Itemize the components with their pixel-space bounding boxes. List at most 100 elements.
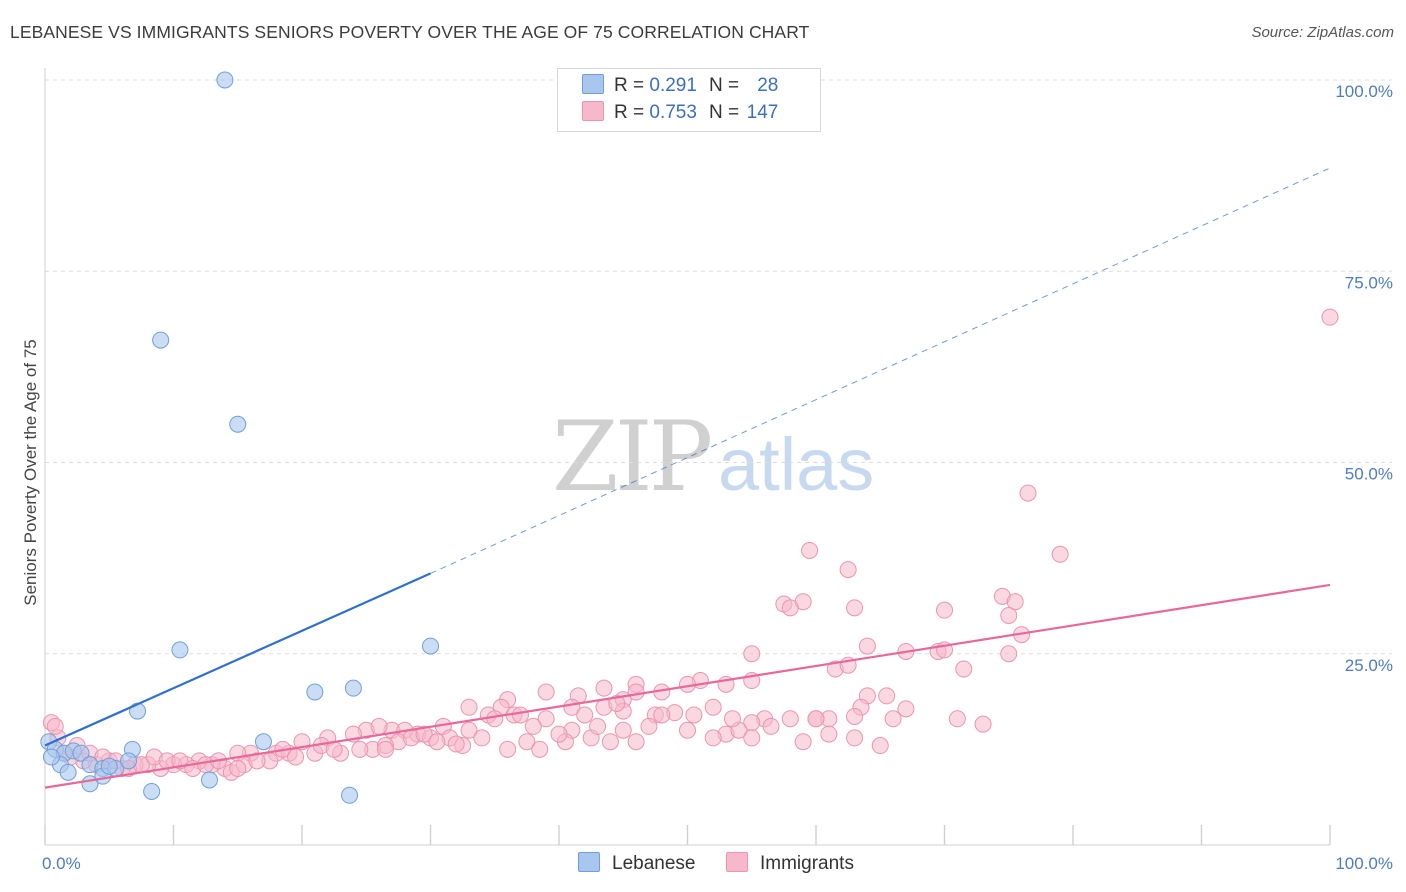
stats-legend: R = 0.291 N = 28 R = 0.753 N = 147 — [557, 68, 821, 132]
immigrants-point — [537, 710, 555, 728]
immigrants-point — [640, 717, 658, 735]
lebanese-swatch — [578, 852, 600, 872]
lebanese-point — [200, 771, 218, 789]
legend-n-value: 28 — [757, 75, 779, 96]
lebanese-point — [422, 637, 439, 655]
immigrants-point — [743, 645, 761, 663]
immigrants-point — [974, 715, 992, 733]
lebanese-point — [341, 786, 359, 804]
y-tick-label: 100.0% — [1335, 82, 1393, 101]
immigrants-point — [936, 601, 953, 619]
immigrants-points — [42, 308, 1339, 781]
legend-item-lebanese[interactable]: Lebanese — [578, 852, 695, 875]
immigrants-point — [679, 721, 696, 739]
immigrants-point — [460, 721, 478, 739]
immigrants-point — [229, 760, 247, 777]
legend-n-value: 147 — [746, 102, 779, 123]
legend-n-label: N = — [708, 75, 740, 96]
lebanese-points — [40, 71, 439, 804]
legend-n-label: N = — [708, 102, 740, 123]
lebanese-point — [100, 757, 118, 775]
x-tick-label: 0.0% — [42, 854, 81, 873]
watermark: ZIP atlas — [552, 401, 874, 513]
immigrants-point — [248, 752, 266, 770]
immigrants-point — [801, 541, 819, 559]
chart-title: LEBANESE VS IMMIGRANTS SENIORS POVERTY O… — [10, 22, 810, 42]
lebanese-trend-line — [44, 572, 431, 747]
y-axis-label: Seniors Poverty Over the Age of 75 — [21, 339, 40, 605]
immigrants-point — [871, 737, 889, 755]
immigrants-point — [447, 735, 465, 753]
immigrants-point — [511, 706, 529, 724]
watermark-zip: ZIP — [552, 401, 711, 513]
immigrants-point — [627, 733, 645, 751]
series-legend: Lebanese Immigrants — [0, 852, 1406, 878]
axes — [44, 68, 1331, 846]
immigrants-point — [377, 740, 395, 758]
immigrants-point — [531, 740, 549, 758]
immigrants-point — [46, 717, 64, 735]
immigrants-point — [884, 710, 902, 728]
legend-r-label: R = — [614, 102, 645, 123]
legend-r-value: 0.291 — [649, 75, 697, 96]
lebanese-point — [152, 331, 170, 349]
immigrants-point — [486, 710, 504, 728]
lebanese-point — [216, 71, 234, 89]
immigrants-point — [351, 740, 369, 758]
lebanese-point — [171, 641, 189, 659]
y-tick-label: 75.0% — [1345, 273, 1393, 292]
lebanese-point — [306, 683, 324, 701]
tick-labels: 25.0% 50.0% 75.0% 100.0% 0.0% 100.0% — [42, 82, 1393, 873]
immigrants-point — [550, 725, 568, 743]
y-tick-label: 50.0% — [1345, 465, 1393, 484]
lebanese-point — [344, 679, 362, 697]
immigrants-point — [1321, 308, 1339, 326]
immigrants-point — [537, 683, 555, 701]
immigrants-point — [608, 694, 626, 712]
legend-label: Lebanese — [612, 853, 696, 874]
legend-r-value: 0.753 — [649, 102, 697, 123]
immigrants-point — [589, 717, 607, 735]
lebanese-point — [120, 752, 138, 770]
legend-row-lebanese: R = 0.291 N = 28 — [582, 74, 778, 100]
immigrants-point — [846, 729, 864, 747]
lebanese-trend-extension — [430, 167, 1331, 574]
immigrants-point — [1000, 645, 1018, 663]
immigrants-point — [499, 740, 517, 758]
immigrants-point — [595, 679, 613, 697]
legend-item-immigrants[interactable]: Immigrants — [726, 852, 854, 875]
watermark-atlas: atlas — [718, 423, 874, 506]
immigrants-point — [685, 706, 703, 724]
immigrants-point — [794, 733, 812, 751]
immigrants-point — [948, 710, 966, 728]
y-tick-label: 25.0% — [1345, 656, 1393, 675]
immigrants-point — [460, 698, 478, 716]
legend-label: Immigrants — [760, 853, 854, 874]
immigrants-swatch — [582, 101, 604, 121]
immigrants-point — [839, 561, 857, 579]
immigrants-point — [601, 733, 619, 751]
immigrants-point — [653, 706, 671, 724]
immigrants-point — [576, 706, 594, 724]
immigrants-point — [614, 721, 632, 739]
immigrants-point — [897, 700, 915, 718]
lebanese-point — [59, 763, 77, 781]
lebanese-point — [42, 748, 60, 766]
lebanese-swatch — [582, 74, 604, 94]
immigrants-point — [518, 733, 536, 751]
immigrants-point — [428, 733, 446, 751]
immigrants-point — [858, 637, 876, 655]
immigrants-point — [524, 717, 542, 735]
legend-r-label: R = — [614, 75, 645, 96]
immigrants-point — [723, 710, 741, 728]
immigrants-point — [704, 729, 722, 747]
immigrants-point — [807, 710, 825, 728]
immigrants-swatch — [726, 852, 748, 872]
trend-lines — [44, 167, 1331, 789]
immigrants-point — [1000, 607, 1018, 624]
lebanese-point — [229, 415, 247, 433]
immigrants-point — [878, 687, 896, 705]
immigrants-point — [781, 599, 799, 617]
lebanese-point — [254, 733, 272, 751]
